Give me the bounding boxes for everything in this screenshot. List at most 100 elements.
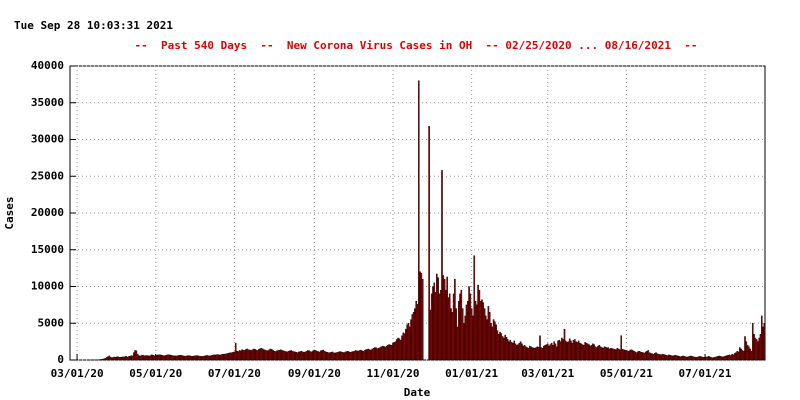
bar <box>634 351 637 361</box>
bar <box>758 337 760 361</box>
bar <box>693 356 696 361</box>
bar <box>188 355 191 361</box>
bar <box>189 355 192 361</box>
bar <box>183 355 185 361</box>
bar <box>223 354 225 361</box>
bar <box>762 326 764 361</box>
bar <box>486 319 488 361</box>
bar <box>732 354 735 361</box>
bar <box>535 347 537 361</box>
bar <box>434 292 437 361</box>
bar <box>367 348 370 361</box>
bar <box>730 355 732 361</box>
bar <box>376 348 379 361</box>
bar <box>236 350 238 361</box>
bar <box>485 315 487 361</box>
y-tick-label: 25000 <box>31 169 64 182</box>
bar <box>240 350 242 361</box>
bar <box>214 354 216 361</box>
bar <box>320 350 322 361</box>
bar <box>193 355 196 361</box>
bar <box>133 352 135 361</box>
bar <box>421 278 424 361</box>
bar <box>446 276 448 361</box>
bar <box>387 345 389 361</box>
bar <box>104 357 107 361</box>
y-tick-label: 30000 <box>31 133 64 146</box>
x-tick-label: 09/01/20 <box>288 367 341 380</box>
bar <box>379 347 381 361</box>
bar <box>116 356 118 361</box>
bar <box>518 342 521 361</box>
bar <box>467 301 469 361</box>
x-tick-label: 03/01/20 <box>51 367 104 380</box>
bar <box>314 350 317 361</box>
bar <box>202 355 205 361</box>
bar <box>179 355 182 361</box>
bar <box>555 346 558 361</box>
bar <box>722 356 724 361</box>
bar <box>254 349 256 361</box>
bar <box>203 355 206 361</box>
bar <box>589 345 592 361</box>
bar <box>103 358 105 361</box>
bar <box>259 348 261 361</box>
bar <box>148 355 151 361</box>
bar <box>350 351 353 361</box>
bar <box>682 355 684 361</box>
bar <box>657 353 660 361</box>
bar <box>420 273 423 361</box>
bar <box>334 352 336 361</box>
bar <box>184 355 187 361</box>
bar <box>595 347 598 361</box>
bar <box>341 352 344 361</box>
bar <box>445 289 447 361</box>
bar <box>363 350 366 361</box>
bar <box>548 345 550 361</box>
bar <box>142 355 144 361</box>
bar <box>558 339 561 361</box>
bar <box>681 356 683 361</box>
bar <box>398 338 401 361</box>
x-tick-label: 03/01/21 <box>521 367 574 380</box>
bar <box>532 347 535 361</box>
bar <box>719 356 722 361</box>
y-tick-label: 10000 <box>31 280 64 293</box>
bar <box>660 354 662 361</box>
bar <box>469 293 472 361</box>
bar <box>497 334 500 361</box>
bar <box>323 350 326 361</box>
bar <box>100 359 103 361</box>
bar <box>635 352 638 361</box>
bar <box>340 351 343 361</box>
bar <box>247 349 250 361</box>
bar <box>700 356 702 361</box>
bar <box>749 348 751 361</box>
bar <box>430 293 433 361</box>
bar <box>365 349 367 361</box>
bar <box>151 354 153 361</box>
bar <box>229 352 232 361</box>
bar <box>456 326 459 361</box>
bar <box>570 340 572 361</box>
bar <box>601 347 603 361</box>
bar <box>265 350 268 361</box>
bar <box>335 352 338 361</box>
bar <box>572 339 575 361</box>
bar <box>577 340 580 361</box>
bar <box>478 289 481 361</box>
bar <box>513 340 515 361</box>
bar <box>371 348 374 361</box>
bar <box>688 356 691 361</box>
bar <box>313 349 316 361</box>
bar <box>647 350 650 361</box>
bar <box>679 356 682 361</box>
bar <box>626 350 629 361</box>
bar <box>580 343 583 361</box>
bar <box>292 351 295 361</box>
bar <box>173 355 175 361</box>
bar <box>741 350 744 361</box>
bar <box>691 356 693 361</box>
bar <box>331 351 334 361</box>
bar <box>187 355 189 361</box>
